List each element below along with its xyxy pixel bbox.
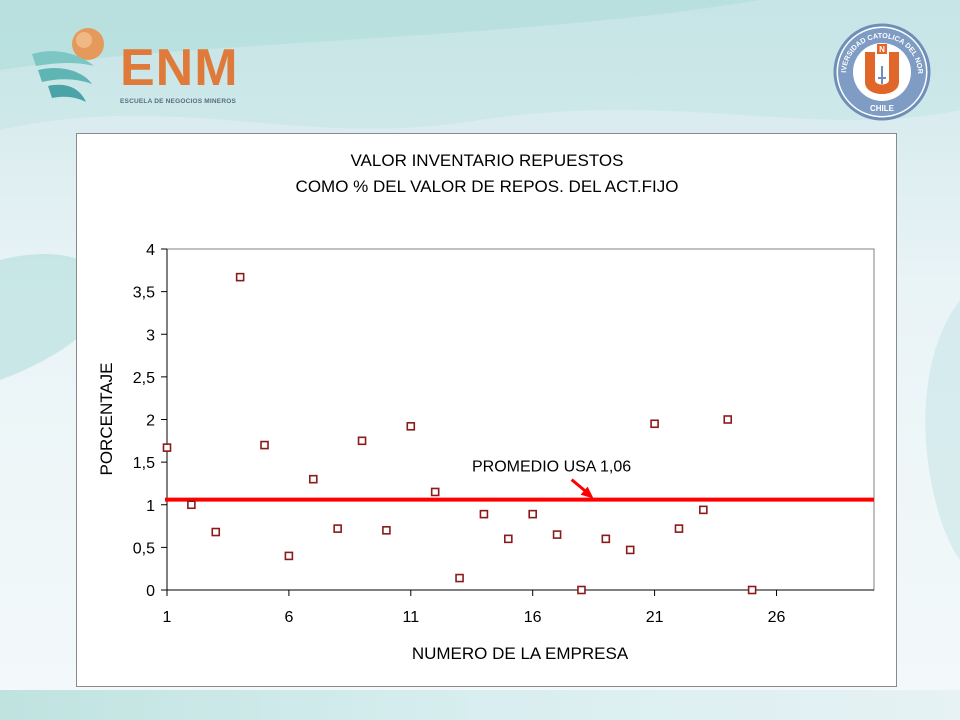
data-point (308, 474, 318, 484)
data-point (479, 509, 489, 519)
x-tick-label: 6 (284, 609, 293, 626)
y-tick-label: 1,5 (133, 455, 155, 472)
y-tick-label: 2,5 (133, 370, 155, 387)
data-point (333, 524, 342, 533)
data-point (699, 505, 708, 515)
y-tick-label: 0 (146, 583, 155, 600)
data-point (650, 419, 659, 429)
x-tick-label: 1 (163, 609, 172, 626)
data-point (552, 530, 562, 539)
data-point (504, 534, 513, 544)
ucn-logo: UNIVERSIDAD CATOLICA DEL NORTE CHILE N (829, 15, 932, 122)
data-point (723, 415, 733, 424)
scatter-chart: VALOR INVENTARIO REPUESTOS COMO % DEL VA… (97, 151, 875, 663)
y-axis-label: PORCENTAJE (97, 362, 116, 475)
chart-axes (166, 248, 875, 591)
y-tick-label: 1 (146, 498, 155, 515)
data-point (357, 436, 367, 446)
data-point (601, 534, 611, 544)
chart-title-line-2: COMO % DEL VALOR DE REPOS. DEL ACT.FIJO (296, 177, 679, 196)
data-point (430, 487, 440, 497)
data-points (162, 272, 757, 595)
average-arrow-head (580, 486, 594, 499)
y-axis-ticks: 0 0,5 1 1,5 2 2,5 3 3,5 4 (133, 242, 167, 600)
x-axis-ticks: 1 6 11 16 21 26 (163, 590, 786, 626)
y-tick-label: 2 (146, 413, 155, 430)
data-point (211, 527, 221, 537)
y-tick-label: 3 (146, 327, 155, 344)
plot-area-border (166, 248, 875, 591)
data-point (235, 272, 245, 282)
x-axis-label: NUMERO DE LA EMPRESA (412, 644, 629, 663)
data-point (382, 526, 391, 535)
average-group: PROMEDIO USA 1,06 (165, 459, 874, 502)
enm-swoosh-icon (32, 28, 104, 102)
x-tick-label: 21 (646, 609, 664, 626)
data-point (406, 422, 416, 431)
data-point (528, 509, 537, 519)
data-point (674, 524, 684, 533)
enm-logo-subtitle: ESCUELA DE NEGOCIOS MINEROS (120, 98, 237, 105)
data-point (260, 440, 269, 450)
y-tick-label: 3,5 (133, 285, 155, 302)
enm-logo-text: ENM (120, 39, 239, 97)
data-point (187, 500, 196, 510)
data-point (162, 443, 172, 452)
x-tick-label: 26 (768, 609, 786, 626)
data-point (455, 573, 464, 583)
average-label: PROMEDIO USA 1,06 (472, 459, 631, 476)
chart-title-line-1: VALOR INVENTARIO REPUESTOS (350, 151, 623, 170)
y-tick-label: 4 (146, 242, 155, 259)
x-tick-label: 11 (402, 609, 419, 626)
ucn-bottom-text: CHILE (870, 104, 895, 113)
bottom-strip (0, 690, 960, 720)
ucn-letter: N (879, 45, 885, 54)
data-point (577, 585, 586, 595)
y-tick-label: 0,5 (133, 540, 155, 557)
data-point (284, 551, 294, 561)
x-tick-label: 16 (524, 609, 542, 626)
chart-panel: VALOR INVENTARIO REPUESTOS COMO % DEL VA… (76, 133, 897, 687)
data-point (747, 585, 757, 595)
enm-logo: ENM ESCUELA DE NEGOCIOS MINEROS (28, 26, 248, 112)
data-point (625, 545, 635, 555)
